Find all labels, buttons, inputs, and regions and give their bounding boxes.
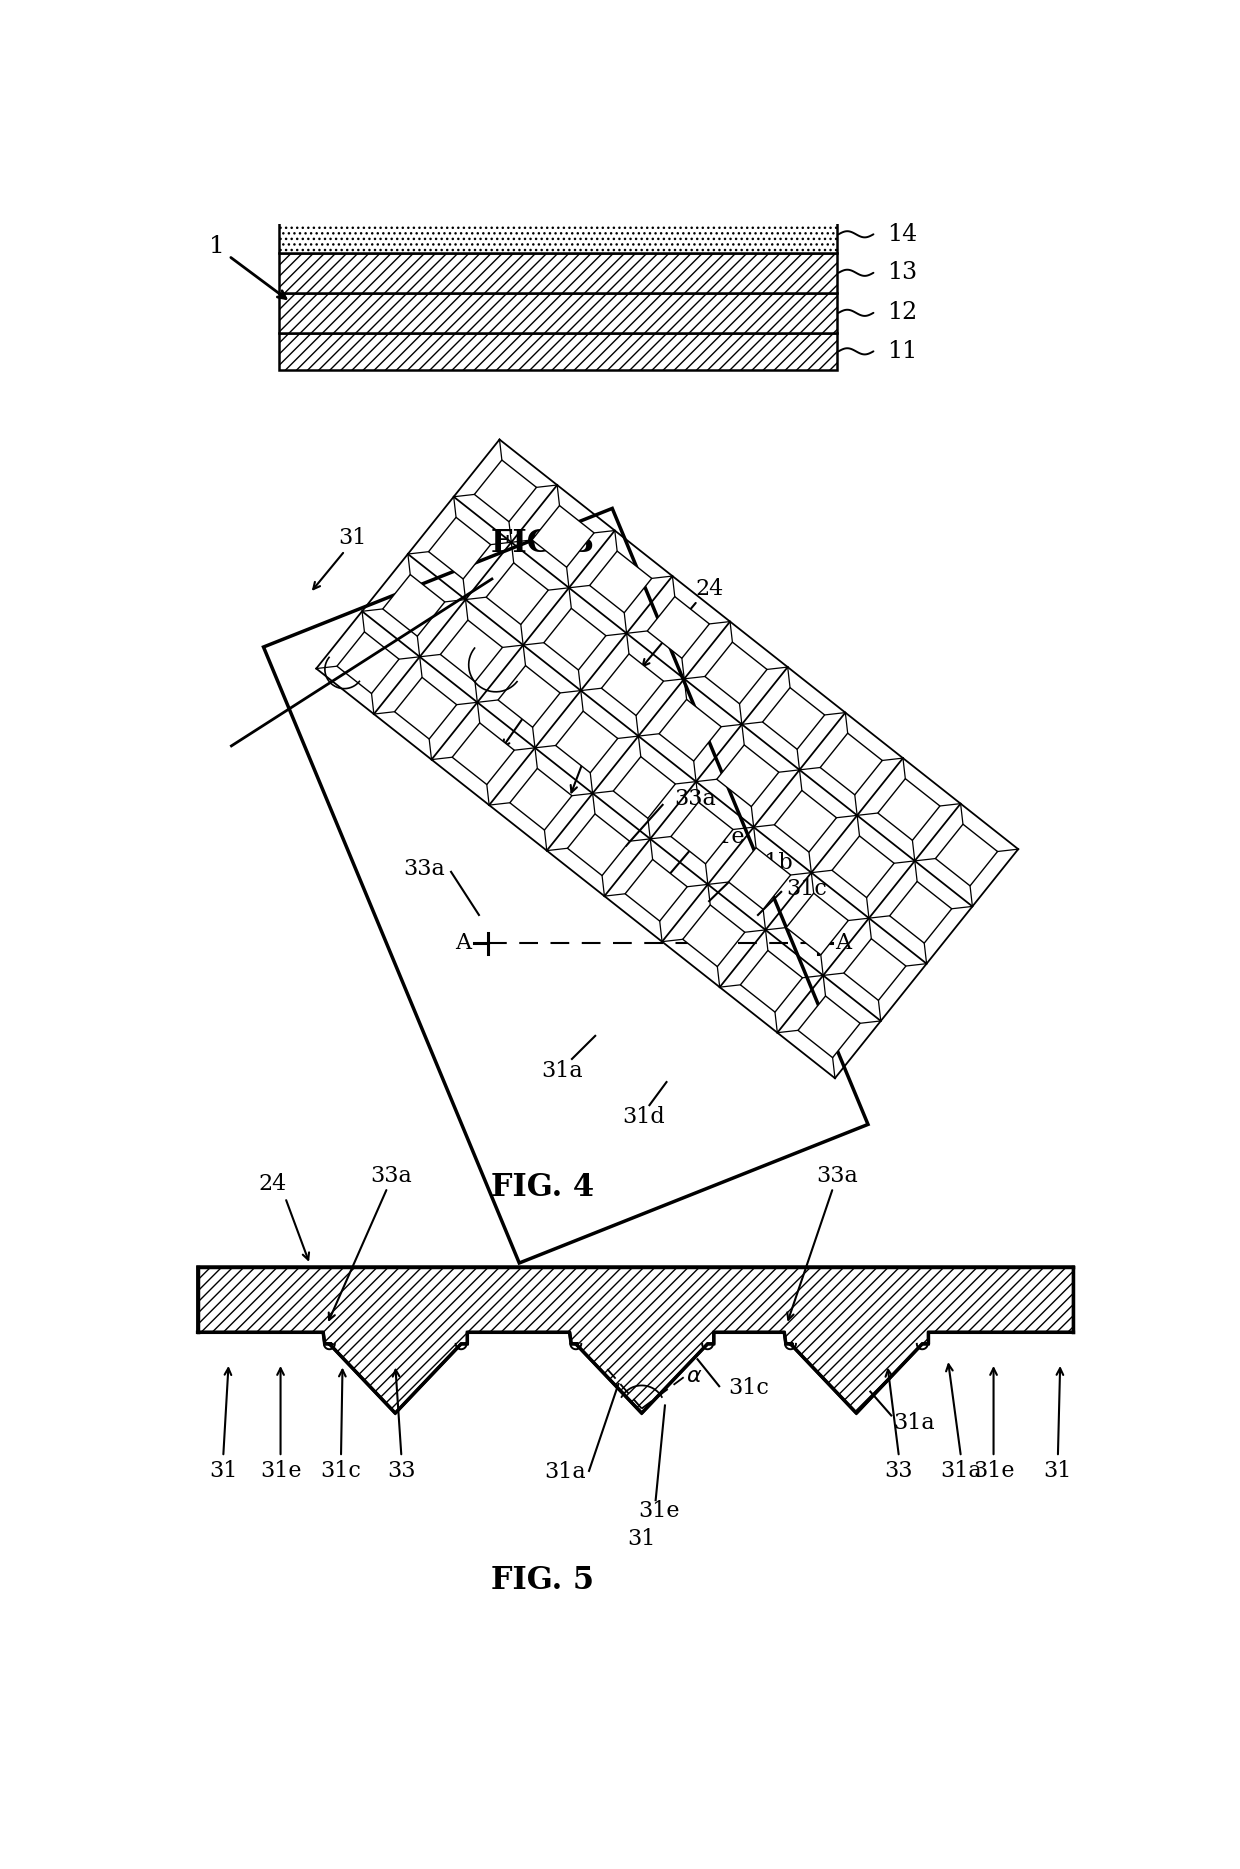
- Polygon shape: [440, 621, 502, 682]
- Text: 12: 12: [888, 301, 918, 325]
- Polygon shape: [647, 596, 709, 658]
- Text: 14: 14: [888, 222, 918, 247]
- Polygon shape: [763, 688, 825, 749]
- Text: 33a: 33a: [371, 1164, 412, 1187]
- Text: 31e: 31e: [260, 1460, 301, 1482]
- Text: 31: 31: [627, 1527, 656, 1549]
- Text: 31a: 31a: [894, 1413, 935, 1434]
- Text: 33a: 33a: [675, 789, 715, 811]
- Polygon shape: [832, 835, 894, 897]
- Text: $\alpha$: $\alpha$: [686, 1364, 703, 1387]
- Bar: [279, 252, 837, 293]
- Text: 33: 33: [522, 688, 551, 710]
- Text: 11: 11: [888, 340, 918, 363]
- Polygon shape: [498, 665, 560, 727]
- Polygon shape: [935, 824, 997, 886]
- Polygon shape: [510, 768, 572, 830]
- Text: 1: 1: [210, 235, 224, 258]
- Polygon shape: [590, 551, 652, 613]
- Text: 31a: 31a: [541, 1060, 583, 1082]
- Text: 33: 33: [579, 735, 608, 757]
- Text: 31a: 31a: [544, 1462, 587, 1484]
- Text: 13: 13: [888, 262, 918, 284]
- Text: 31c: 31c: [321, 1460, 361, 1482]
- Text: FIG. 4: FIG. 4: [491, 1172, 594, 1204]
- Text: 33a: 33a: [816, 1164, 858, 1187]
- Polygon shape: [544, 607, 606, 669]
- Text: 31e: 31e: [973, 1460, 1014, 1482]
- Text: 31c: 31c: [729, 1377, 769, 1398]
- Polygon shape: [844, 938, 906, 1000]
- Polygon shape: [197, 1267, 1074, 1413]
- Polygon shape: [660, 699, 722, 761]
- Text: 31b: 31b: [750, 852, 792, 873]
- Polygon shape: [625, 860, 687, 921]
- Text: 31e: 31e: [704, 826, 745, 849]
- Polygon shape: [704, 643, 768, 705]
- Text: 31a: 31a: [940, 1460, 982, 1482]
- Text: 31e: 31e: [639, 1501, 680, 1521]
- Polygon shape: [394, 677, 456, 738]
- Polygon shape: [556, 710, 618, 772]
- Text: 33a: 33a: [403, 858, 445, 880]
- Polygon shape: [532, 506, 594, 566]
- Text: 31: 31: [1044, 1460, 1073, 1482]
- Text: 31: 31: [339, 527, 367, 549]
- Polygon shape: [786, 893, 848, 955]
- Polygon shape: [889, 882, 952, 944]
- Polygon shape: [568, 813, 630, 875]
- Text: 24: 24: [694, 578, 723, 600]
- Polygon shape: [337, 632, 399, 693]
- Polygon shape: [383, 574, 445, 635]
- Text: 31d: 31d: [622, 1106, 665, 1127]
- Bar: [279, 333, 837, 370]
- Text: FIG. 5: FIG. 5: [491, 1564, 594, 1596]
- Polygon shape: [601, 654, 663, 716]
- Text: FIG. 3: FIG. 3: [491, 527, 594, 559]
- Polygon shape: [614, 757, 676, 819]
- Polygon shape: [799, 996, 861, 1058]
- Text: A: A: [455, 933, 471, 955]
- Text: 33: 33: [885, 1460, 913, 1482]
- Bar: [279, 293, 837, 333]
- Bar: [279, 215, 837, 252]
- Polygon shape: [717, 746, 779, 807]
- Polygon shape: [486, 563, 548, 624]
- Text: 33: 33: [387, 1460, 415, 1482]
- Polygon shape: [820, 733, 883, 794]
- Polygon shape: [775, 791, 837, 852]
- Polygon shape: [453, 723, 515, 785]
- Polygon shape: [878, 779, 940, 841]
- Polygon shape: [429, 518, 491, 579]
- Polygon shape: [683, 905, 745, 966]
- Polygon shape: [740, 951, 802, 1013]
- Polygon shape: [475, 460, 537, 521]
- Text: A: A: [836, 933, 851, 955]
- Text: 31c: 31c: [786, 878, 827, 899]
- Text: 24: 24: [259, 1174, 286, 1196]
- Polygon shape: [671, 802, 733, 863]
- Polygon shape: [729, 849, 791, 910]
- Text: 31: 31: [210, 1460, 237, 1482]
